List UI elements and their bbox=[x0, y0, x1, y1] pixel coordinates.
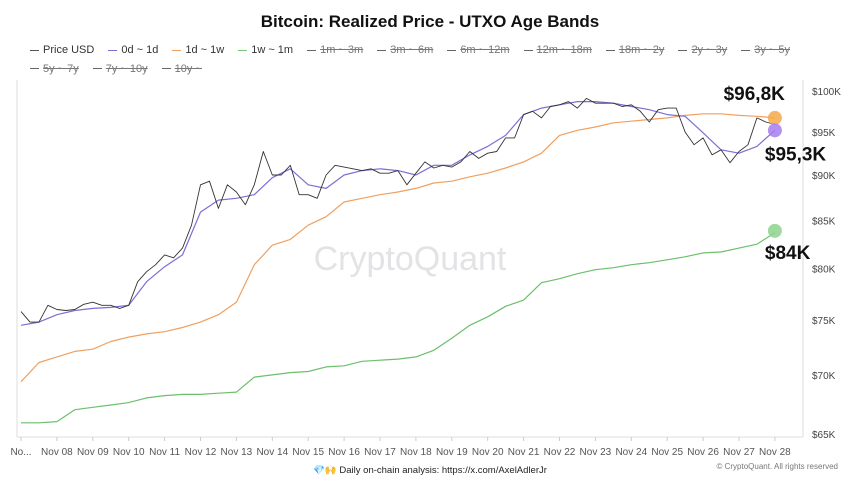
series-line-1d-1w bbox=[20, 113, 775, 383]
legend-swatch bbox=[30, 67, 39, 70]
legend-item-10y-[interactable]: 10y ~ bbox=[161, 61, 202, 77]
x-tick-label: Nov 28 bbox=[759, 447, 791, 458]
legend-swatch bbox=[377, 49, 387, 51]
copyright: © CryptoQuant. All rights reserved bbox=[716, 462, 839, 471]
legend-label: 0d ~ 1d bbox=[121, 44, 159, 57]
legend-label: 18m ~ 2y bbox=[618, 44, 665, 57]
x-tick-label: Nov 18 bbox=[400, 447, 432, 458]
footer: 💎🙌 Daily on-chain analysis: https://x.co… bbox=[0, 465, 860, 476]
diamond-hands-icon: 💎🙌 bbox=[313, 465, 337, 476]
x-tick-label: Nov 20 bbox=[472, 447, 504, 458]
y-tick-label: $95K bbox=[812, 128, 836, 139]
y-tick-label: $70K bbox=[812, 371, 836, 382]
value-annotation: $84K bbox=[765, 243, 811, 264]
legend-item-3m-6m[interactable]: 3m ~ 6m bbox=[377, 42, 433, 58]
legend-swatch bbox=[523, 49, 533, 51]
legend-swatch bbox=[741, 49, 751, 51]
legend-item-7y-10y[interactable]: 7y ~ 10y bbox=[92, 61, 148, 77]
legend-item-1d-1w[interactable]: 1d ~ 1w bbox=[172, 42, 224, 58]
endpoint-marker bbox=[767, 223, 782, 238]
legend-item-12m-18m[interactable]: 12m ~ 18m bbox=[523, 42, 592, 58]
x-tick-label: Nov 09 bbox=[77, 447, 109, 458]
series-line-1w-1m bbox=[21, 232, 776, 424]
x-tick-label: Nov 24 bbox=[615, 447, 647, 458]
legend-swatch bbox=[307, 49, 317, 51]
y-tick-label: $65K bbox=[812, 430, 836, 441]
legend-label: 2y ~ 3y bbox=[691, 44, 728, 57]
value-annotation: $96,8K bbox=[724, 84, 786, 105]
legend-item-0d-1d[interactable]: 0d ~ 1d bbox=[108, 42, 158, 58]
legend-swatch bbox=[447, 49, 457, 51]
y-tick-label: $85K bbox=[812, 216, 836, 227]
legend-label: 12m ~ 18m bbox=[536, 44, 592, 57]
legend: Price USD 0d ~ 1d 1d ~ 1w 1w ~ 1m 1m ~ 3m 3m … bbox=[30, 40, 850, 77]
value-annotation: $95,3K bbox=[765, 144, 827, 165]
x-tick-label: Nov 27 bbox=[723, 447, 755, 458]
x-tick-label: Nov 21 bbox=[508, 447, 540, 458]
series-line-price-usd bbox=[20, 97, 776, 323]
legend-swatch bbox=[172, 49, 182, 51]
legend-item-3y-5y[interactable]: 3y ~ 5y bbox=[741, 42, 790, 58]
legend-item-6m-12m[interactable]: 6m ~ 12m bbox=[447, 42, 510, 58]
watermark: CryptoQuant bbox=[314, 240, 507, 278]
x-tick-label: Nov 19 bbox=[436, 447, 468, 458]
y-tick-label: $90K bbox=[812, 171, 836, 182]
x-tick-label: Nov 22 bbox=[544, 447, 576, 458]
legend-label: 5y ~ 7y bbox=[43, 62, 79, 75]
x-tick-label: Nov 23 bbox=[580, 447, 612, 458]
x-tick-label: Nov 10 bbox=[113, 447, 145, 458]
legend-label: 6m ~ 12m bbox=[460, 44, 510, 57]
legend-item-5y-7y[interactable]: 5y ~ 7y bbox=[30, 61, 79, 77]
chart-title: Bitcoin: Realized Price - UTXO Age Bands bbox=[260, 12, 600, 31]
legend-swatch bbox=[92, 67, 102, 70]
legend-swatch bbox=[678, 49, 688, 51]
legend-swatch bbox=[108, 49, 118, 51]
legend-label: 3y ~ 5y bbox=[754, 44, 790, 57]
x-tick-label: Nov 16 bbox=[328, 447, 360, 458]
y-tick-label: $80K bbox=[812, 265, 836, 276]
legend-label: 3m ~ 6m bbox=[390, 44, 434, 57]
legend-swatch bbox=[238, 49, 248, 51]
legend-item-1m-3m[interactable]: 1m ~ 3m bbox=[307, 42, 363, 58]
y-tick-label: $75K bbox=[812, 316, 836, 327]
x-tick-label: Nov 08 bbox=[41, 447, 73, 458]
y-tick-label: $100K bbox=[812, 87, 841, 98]
x-tick-label: Nov 26 bbox=[687, 447, 719, 458]
legend-swatch bbox=[605, 49, 615, 51]
legend-swatch bbox=[30, 49, 39, 51]
legend-label: 1w ~ 1m bbox=[251, 44, 294, 57]
legend-label: 1m ~ 3m bbox=[320, 44, 364, 57]
legend-label: Price USD bbox=[43, 44, 95, 57]
legend-label: 10y ~ bbox=[174, 62, 202, 75]
x-tick-label: Nov 11 bbox=[149, 447, 180, 458]
legend-item-2y-3y[interactable]: 2y ~ 3y bbox=[678, 42, 727, 58]
x-tick-label: Nov 12 bbox=[185, 447, 217, 458]
legend-item-1w-1m[interactable]: 1w ~ 1m bbox=[238, 42, 293, 58]
legend-label: 1d ~ 1w bbox=[185, 44, 225, 57]
x-tick-label: Nov 17 bbox=[364, 447, 396, 458]
endpoint-marker bbox=[767, 123, 782, 138]
x-tick-label: Nov 25 bbox=[651, 447, 683, 458]
x-tick-label: No... bbox=[10, 447, 31, 458]
legend-item-price-usd[interactable]: Price USD bbox=[30, 42, 94, 58]
footer-link-text[interactable]: Daily on-chain analysis: https://x.com/A… bbox=[339, 465, 547, 476]
x-tick-label: Nov 14 bbox=[256, 447, 288, 458]
endpoint-marker bbox=[767, 110, 782, 125]
legend-swatch bbox=[161, 67, 171, 70]
legend-item-18m-2y[interactable]: 18m ~ 2y bbox=[605, 42, 665, 58]
legend-label: 7y ~ 10y bbox=[105, 62, 148, 75]
x-tick-label: Nov 15 bbox=[292, 447, 324, 458]
x-tick-label: Nov 13 bbox=[221, 447, 253, 458]
